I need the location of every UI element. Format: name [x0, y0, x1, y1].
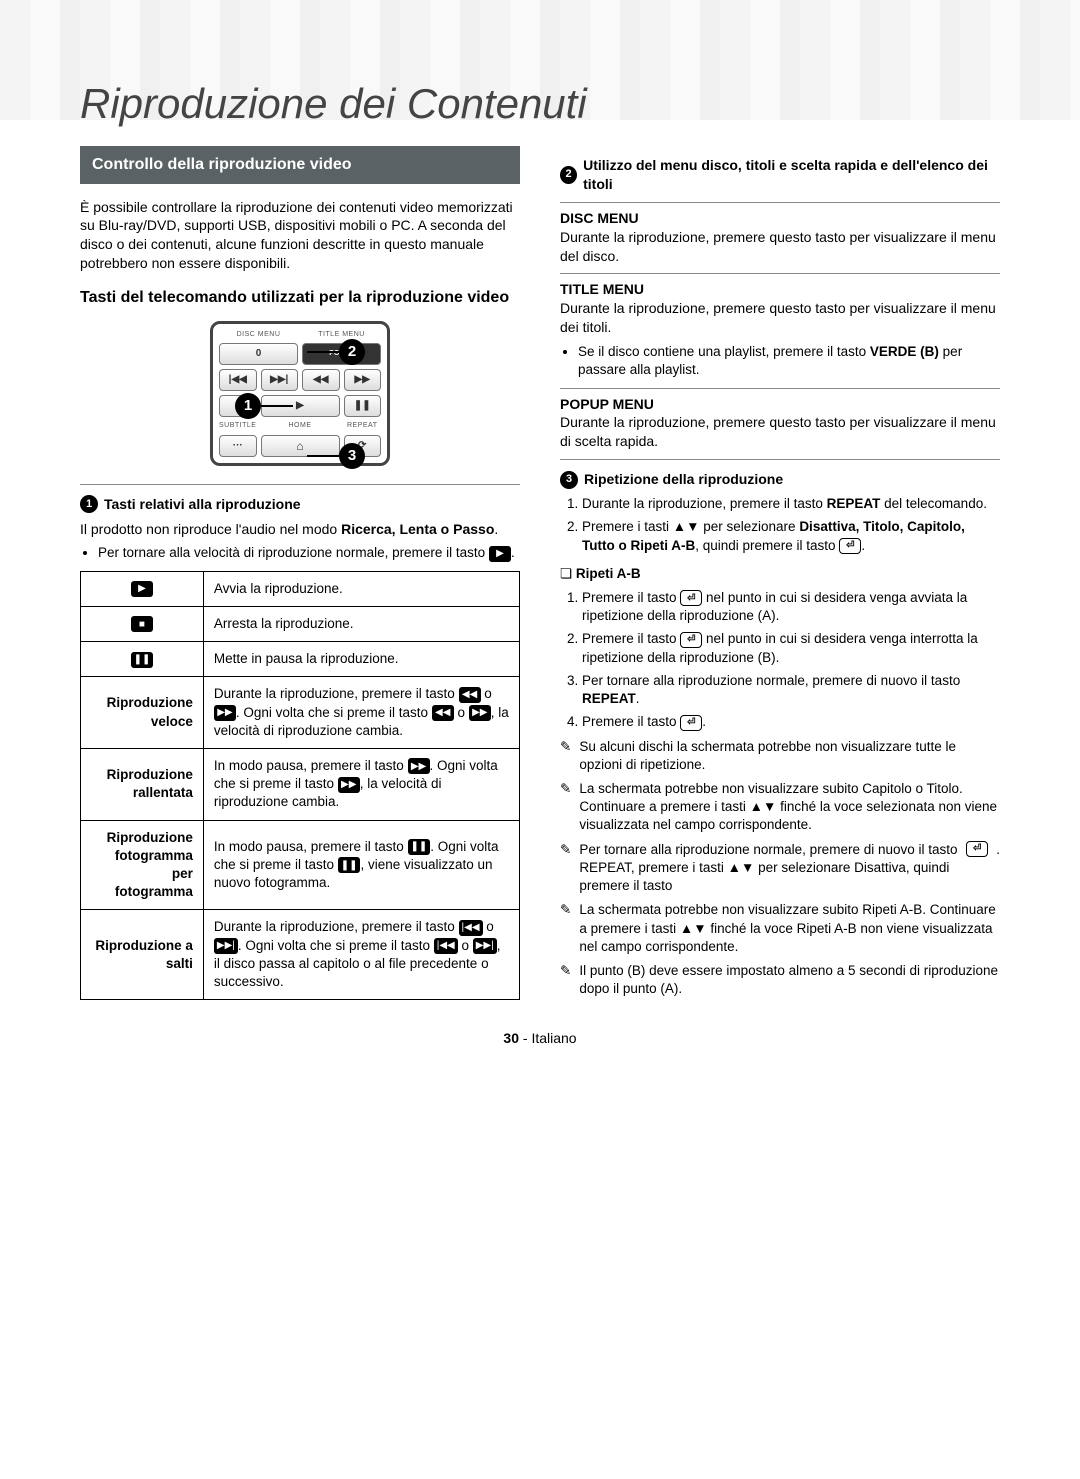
num-circle-1: 1 — [80, 495, 98, 513]
disc-menu-text: Durante la riproduzione, premere questo … — [560, 228, 1000, 266]
remote-label-disc: DISC MENU — [219, 330, 298, 339]
pause-icon: ❚❚ — [131, 652, 154, 668]
list-item: Premere il tasto ⏎. — [582, 713, 1000, 731]
list-item: Premere il tasto ⏎ nel punto in cui si d… — [582, 589, 1000, 625]
remote-ff-button: ▶▶ — [344, 369, 382, 391]
prev-icon: |◀◀ — [459, 920, 483, 936]
remote-rew-button: ◀◀ — [302, 369, 340, 391]
list-item: Premere il tasto ⏎ nel punto in cui si d… — [582, 630, 1000, 666]
page-title: Riproduzione dei Contenuti — [80, 80, 1000, 128]
rew-icon: ◀◀ — [459, 687, 481, 703]
remote-label-home: HOME — [261, 421, 340, 430]
remote-label-subtitle: SUBTITLE — [219, 421, 257, 430]
list-item: Durante la riproduzione, premere il tast… — [582, 495, 1000, 513]
note-item: Il punto (B) deve essere impostato almen… — [560, 962, 1000, 998]
note-item: La schermata potrebbe non visualizzare s… — [560, 780, 1000, 835]
note-item: La schermata potrebbe non visualizzare s… — [560, 901, 1000, 956]
ab-heading: Ripeti A-B — [576, 566, 641, 581]
note-item: Per tornare alla riproduzione normale, p… — [560, 841, 1000, 896]
left-column: Controllo della riproduzione video È pos… — [80, 146, 520, 1004]
table-row: ❚❚Mette in pausa la riproduzione. — [81, 642, 520, 677]
disc-menu-head: DISC MENU — [560, 210, 639, 226]
enter-icon: ⏎ — [966, 841, 988, 857]
mini-heading-2: 2 Utilizzo del menu disco, titoli e scel… — [560, 156, 1000, 194]
table-row: Riproduzione fotogramma per fotogramma I… — [81, 820, 520, 910]
audio-note: Il prodotto non riproduce l'audio nel mo… — [80, 520, 520, 539]
remote-label-title: TITLE MENU — [302, 330, 381, 339]
right-column: 2 Utilizzo del menu disco, titoli e scel… — [560, 146, 1000, 1004]
intro-paragraph: È possibile controllare la riproduzione … — [80, 198, 520, 274]
remote-label-repeat: REPEAT — [344, 421, 382, 430]
subheading-remote: Tasti del telecomando utilizzati per la … — [80, 287, 520, 309]
remote-prev-button: |◀◀ — [219, 369, 257, 391]
playback-table: ▶Avvia la riproduzione. ■Arresta la ripr… — [80, 571, 520, 1001]
return-normal-bullet: Per tornare alla velocità di riproduzion… — [98, 544, 520, 562]
remote-next-button: ▶▶| — [261, 369, 299, 391]
section-heading: Controllo della riproduzione video — [80, 146, 520, 184]
title-bullet: Se il disco contiene una playlist, preme… — [578, 343, 1000, 379]
table-row: Riproduzione rallentata In modo pausa, p… — [81, 748, 520, 820]
enter-icon: ⏎ — [680, 715, 702, 731]
stop-icon: ■ — [131, 616, 153, 632]
remote-pause-button: ❚❚ — [344, 395, 382, 417]
remote-home-button: ⌂ — [261, 435, 340, 457]
mini-heading-1: 1 Tasti relativi alla riproduzione — [80, 495, 520, 514]
remote-diagram: 1 2 3 DISC MENU TITLE MENU 0 POPUP |◀◀ ▶… — [80, 321, 520, 466]
enter-icon: ⏎ — [680, 632, 702, 648]
list-item: Premere i tasti ▲▼ per selezionare Disat… — [582, 518, 1000, 554]
title-menu-head: TITLE MENU — [560, 281, 644, 297]
popup-menu-head: POPUP MENU — [560, 396, 654, 412]
enter-icon: ⏎ — [680, 590, 702, 606]
callout-2: 2 — [339, 339, 365, 365]
table-row: ■Arresta la riproduzione. — [81, 606, 520, 641]
table-row: Riproduzione veloce Durante la riproduzi… — [81, 677, 520, 749]
num-circle-2: 2 — [560, 166, 577, 184]
ff-icon: ▶▶ — [214, 705, 236, 721]
popup-menu-text: Durante la riproduzione, premere questo … — [560, 413, 1000, 451]
remote-subtitle-button: ··· — [219, 435, 257, 457]
mini-heading-3: 3 Ripetizione della riproduzione — [560, 470, 1000, 489]
ff-icon: ▶▶ — [408, 758, 430, 774]
num-circle-3: 3 — [560, 471, 578, 489]
play-icon: ▶ — [131, 581, 153, 597]
table-row: Riproduzione a salti Durante la riproduz… — [81, 910, 520, 1000]
remote-zero-button: 0 — [219, 343, 298, 365]
pause-icon: ❚❚ — [408, 839, 431, 855]
callout-3: 3 — [339, 443, 365, 469]
title-menu-text: Durante la riproduzione, premere questo … — [560, 299, 1000, 337]
table-row: ▶Avvia la riproduzione. — [81, 571, 520, 606]
note-item: Su alcuni dischi la schermata potrebbe n… — [560, 738, 1000, 774]
callout-1: 1 — [235, 393, 261, 419]
list-item: Per tornare alla riproduzione normale, p… — [582, 672, 1000, 708]
enter-icon: ⏎ — [839, 538, 861, 554]
play-icon: ▶ — [489, 546, 511, 562]
next-icon: ▶▶| — [214, 938, 238, 954]
page-footer: 30 - Italiano — [80, 1030, 1000, 1046]
